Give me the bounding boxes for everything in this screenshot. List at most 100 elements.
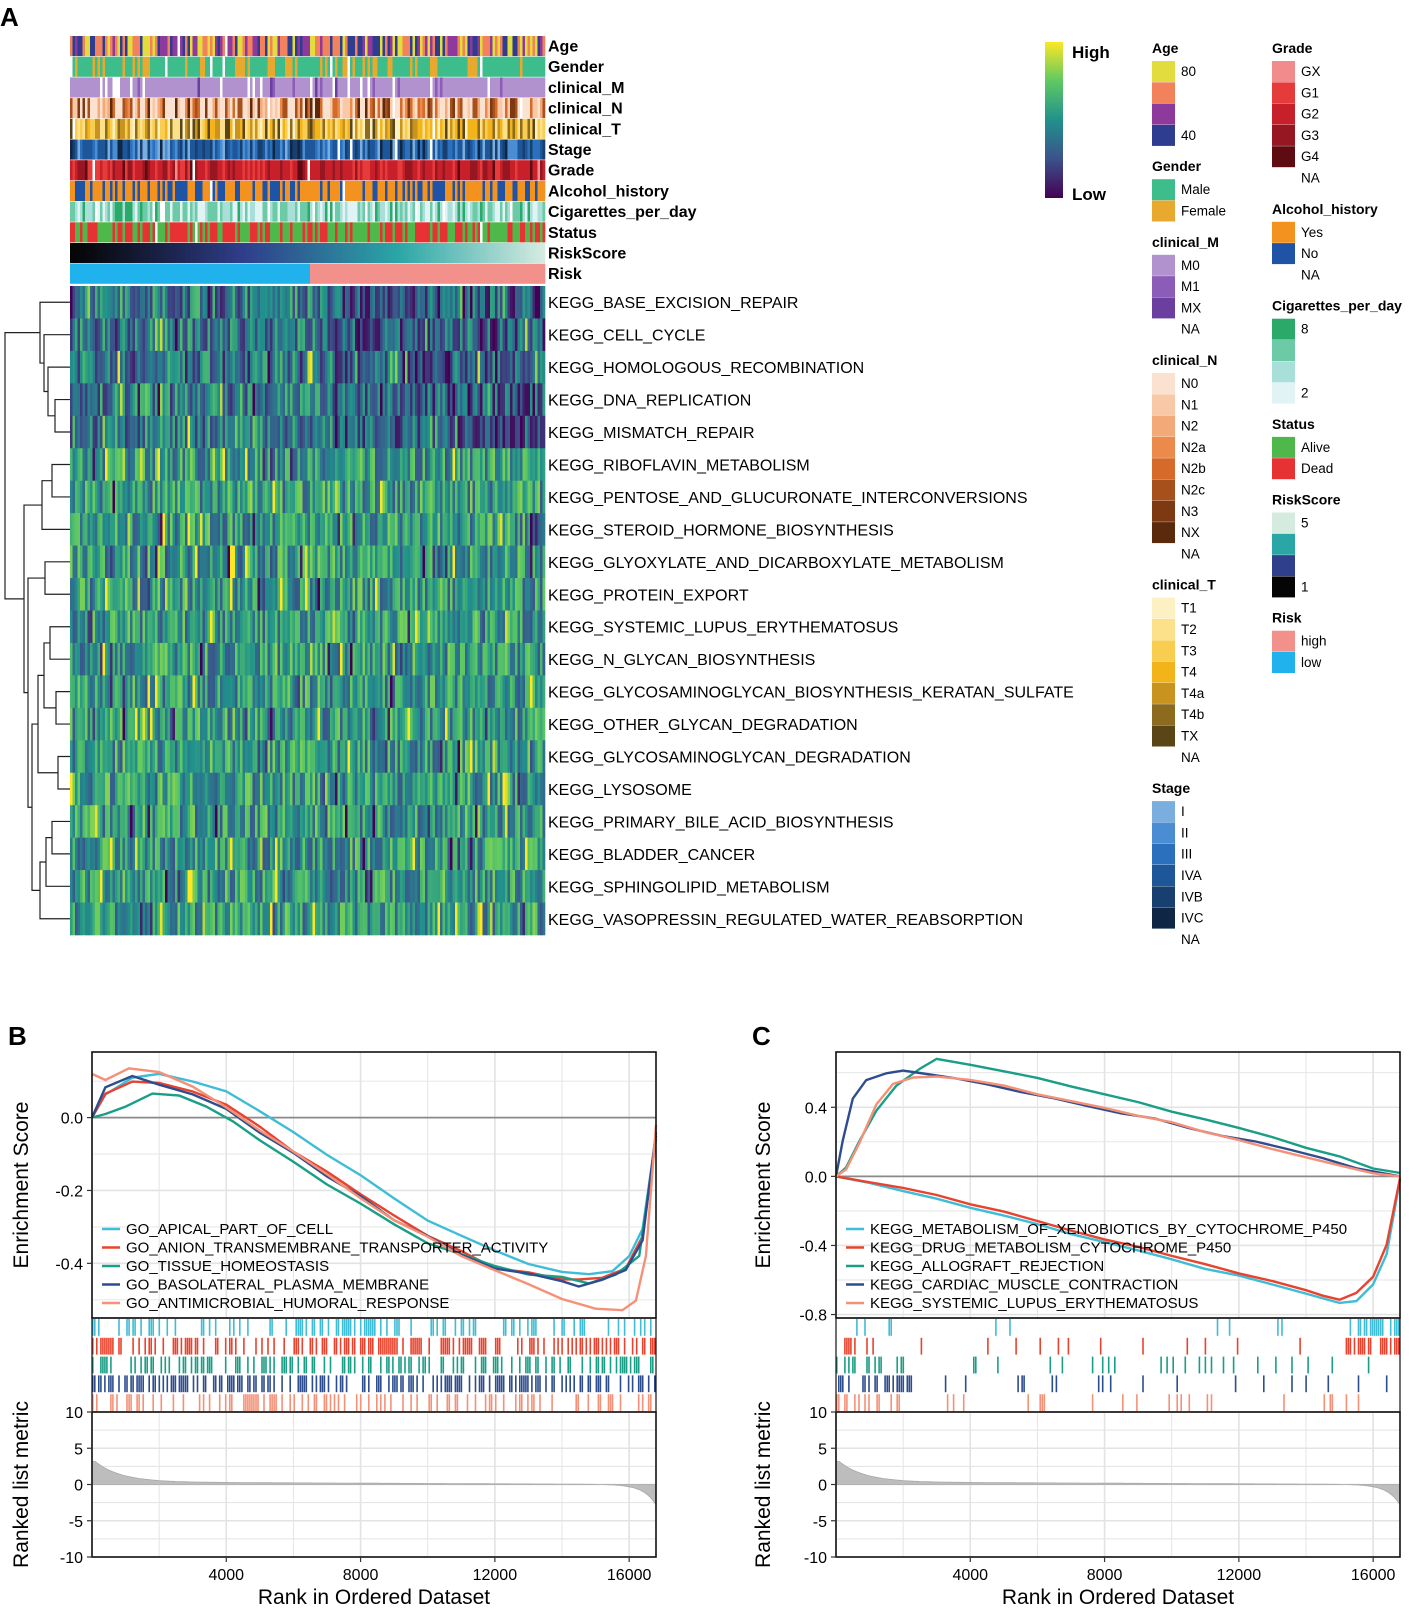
heatmap-cell — [342, 707, 346, 741]
heatmap-cell — [245, 642, 248, 676]
annotation-cell — [452, 139, 456, 160]
heatmap-cell — [287, 318, 291, 352]
heatmap-cell — [82, 707, 86, 741]
heatmap-cell — [135, 545, 138, 579]
heatmap-cell — [292, 545, 296, 579]
annotation-cell — [387, 201, 391, 222]
annotation-cell — [200, 77, 221, 98]
heatmap-cell — [220, 415, 223, 449]
heatmap-cell — [417, 870, 421, 903]
heatmap-cell — [397, 805, 401, 838]
annotation-cell — [350, 56, 353, 77]
heatmap-cell — [177, 610, 181, 644]
heatmap-cell — [457, 740, 461, 774]
heatmap-cell — [420, 707, 423, 741]
heatmap-cell — [230, 448, 233, 481]
heatmap-cell — [132, 383, 136, 417]
heatmap-cell — [420, 740, 423, 774]
heatmap-cell — [150, 383, 153, 417]
heatmap-cell — [412, 383, 416, 417]
annotation-cell — [187, 98, 191, 119]
heatmap-cell — [482, 350, 486, 384]
heatmap-cell — [460, 448, 463, 481]
heatmap-cell — [405, 642, 408, 676]
heatmap-cell — [517, 578, 521, 611]
heatmap-cell — [102, 772, 106, 806]
heatmap-cell — [417, 545, 421, 579]
heatmap-cell — [340, 480, 343, 514]
heatmap-cell — [222, 837, 226, 871]
heatmap-cell — [150, 675, 153, 709]
annotation-cell — [275, 56, 286, 77]
heatmap-cell — [307, 383, 311, 417]
heatmap-cell — [325, 415, 328, 449]
heatmap-cell — [515, 513, 518, 546]
heatmap-cell — [252, 545, 256, 579]
annotation-cell — [445, 36, 448, 57]
annotation-cell — [542, 118, 546, 139]
annotation-cell — [247, 160, 251, 181]
heatmap-cell — [340, 415, 343, 449]
heatmap-cell — [365, 350, 368, 384]
heatmap-cell — [130, 870, 133, 903]
annotation-cell — [422, 118, 426, 139]
annotation-cell — [212, 36, 216, 57]
heatmap-cell — [385, 675, 388, 709]
heatmap-cell — [410, 513, 413, 546]
heatmap-cell — [425, 545, 428, 579]
heatmap-cell — [540, 707, 543, 741]
heatmap-cell — [535, 318, 538, 352]
heatmap-cell — [505, 513, 508, 546]
annotation-cell — [330, 180, 341, 201]
heatmap-cell — [127, 286, 131, 319]
heatmap-cell — [472, 740, 476, 774]
heatmap-cell — [97, 740, 101, 774]
heatmap-cell — [215, 286, 218, 319]
heatmap-cell — [530, 610, 533, 644]
heatmap-cell — [355, 707, 358, 741]
heatmap-cell — [467, 707, 471, 741]
annotation-cell — [75, 118, 78, 139]
heatmap-cell — [80, 610, 83, 644]
heatmap-cell — [482, 610, 486, 644]
heatmap-cell — [435, 286, 438, 319]
heatmap-cell — [377, 772, 381, 806]
heatmap-cell — [172, 740, 176, 774]
heatmap-cell — [170, 837, 173, 871]
heatmap-cell — [157, 545, 161, 579]
annotation-cell — [527, 139, 531, 160]
heatmap-cell — [187, 545, 191, 579]
heatmap-cell — [237, 642, 241, 676]
heatmap-cell — [520, 805, 523, 838]
heatmap-cell — [300, 642, 303, 676]
annotation-cell — [207, 201, 218, 222]
heatmap-cell — [472, 610, 476, 644]
heatmap-cell — [432, 578, 436, 611]
annotation-cell — [397, 180, 403, 201]
annotation-cell — [77, 56, 93, 77]
heatmap-cell — [160, 772, 163, 806]
heatmap-cell — [107, 837, 111, 871]
annotation-cell — [312, 243, 316, 264]
heatmap-cell — [132, 740, 136, 774]
heatmap-cell — [265, 610, 268, 644]
heatmap-cell — [425, 772, 428, 806]
heatmap-cell — [520, 578, 523, 611]
heatmap-cell — [250, 448, 253, 481]
heatmap-cell — [142, 318, 146, 352]
heatmap-cell — [487, 837, 491, 871]
annotation-cell — [302, 118, 308, 139]
heatmap-cell — [497, 837, 501, 871]
heatmap-cell — [435, 448, 438, 481]
annotation-cell — [512, 243, 516, 264]
annotation-cell — [387, 36, 391, 57]
heatmap-cell — [450, 675, 453, 709]
heatmap-cell — [537, 642, 541, 676]
annotation-cell — [262, 201, 268, 222]
annotation-cell — [360, 139, 363, 160]
annotation-cell — [425, 160, 433, 181]
heatmap-cell — [382, 480, 386, 514]
heatmap-cell — [355, 286, 358, 319]
heatmap-cell — [230, 707, 233, 741]
heatmap-cell — [125, 513, 128, 546]
